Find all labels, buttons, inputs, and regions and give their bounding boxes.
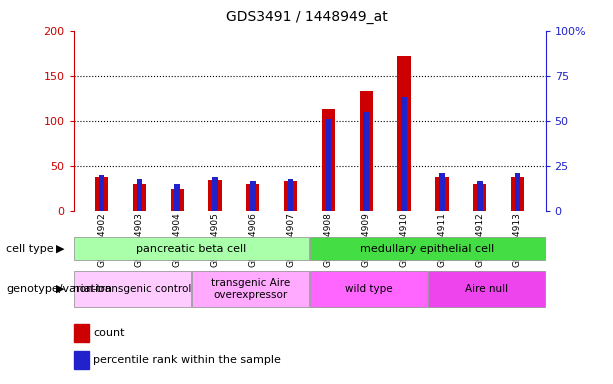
Bar	[250, 180, 256, 211]
Bar	[99, 175, 104, 211]
Bar	[137, 179, 142, 211]
Text: pancreatic beta cell: pancreatic beta cell	[137, 243, 246, 254]
Bar	[95, 177, 109, 211]
Bar	[402, 98, 407, 211]
Text: transgenic Aire
overexpressor: transgenic Aire overexpressor	[211, 278, 290, 300]
Text: medullary epithelial cell: medullary epithelial cell	[360, 243, 495, 254]
Bar	[192, 271, 309, 307]
Bar	[511, 177, 524, 211]
Bar	[439, 173, 444, 211]
Text: count: count	[93, 328, 124, 338]
Bar	[284, 181, 297, 211]
Text: non-transgenic control: non-transgenic control	[74, 284, 192, 294]
Bar	[364, 112, 369, 211]
Bar	[212, 177, 218, 211]
Bar	[170, 189, 184, 211]
Text: GDS3491 / 1448949_at: GDS3491 / 1448949_at	[226, 10, 387, 23]
Bar	[477, 180, 482, 211]
Bar	[473, 184, 486, 211]
Bar	[133, 184, 146, 211]
Bar	[397, 56, 411, 211]
Bar	[310, 237, 545, 260]
Bar	[435, 177, 449, 211]
Bar	[74, 237, 309, 260]
Bar	[175, 184, 180, 211]
Bar	[310, 271, 427, 307]
Bar	[322, 109, 335, 211]
Text: Aire null: Aire null	[465, 284, 508, 294]
Text: percentile rank within the sample: percentile rank within the sample	[93, 355, 281, 365]
Text: wild type: wild type	[345, 284, 392, 294]
Bar	[74, 271, 191, 307]
Bar	[288, 179, 294, 211]
Bar	[515, 173, 520, 211]
Text: cell type: cell type	[6, 243, 54, 254]
Bar	[208, 180, 222, 211]
Text: ▶: ▶	[56, 284, 64, 294]
Text: ▶: ▶	[56, 243, 64, 254]
Bar	[360, 91, 373, 211]
Bar	[428, 271, 545, 307]
Bar	[246, 184, 259, 211]
Text: genotype/variation: genotype/variation	[6, 284, 112, 294]
Bar	[326, 119, 331, 211]
